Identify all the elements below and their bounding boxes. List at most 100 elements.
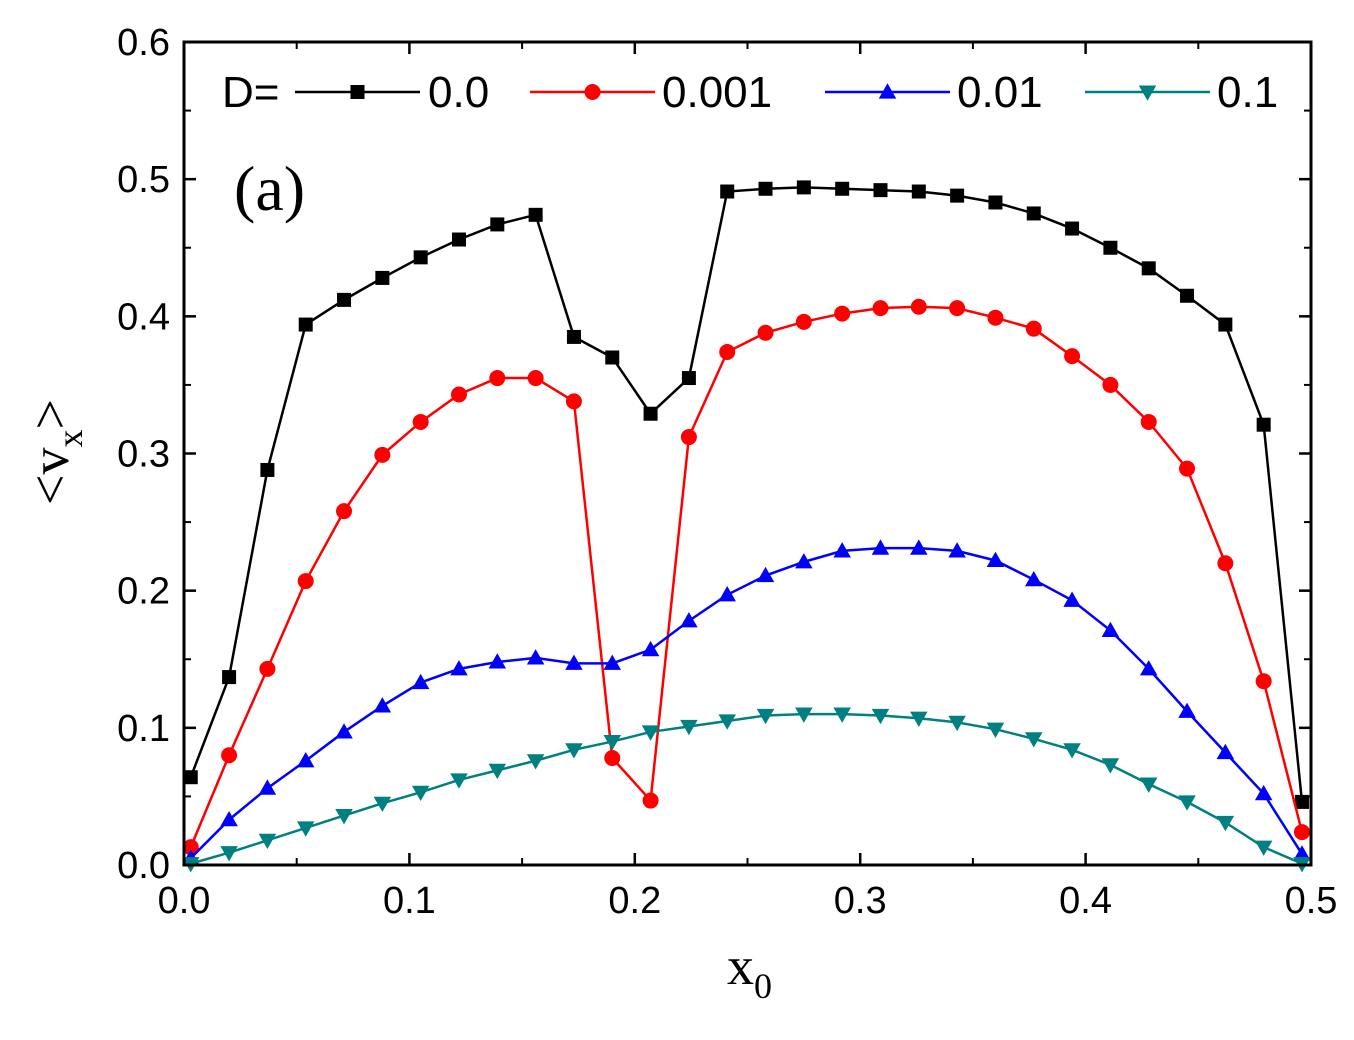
- y-tick-label: 0.2: [117, 571, 170, 613]
- data-point: [1103, 240, 1118, 255]
- x-axis-label-main: x: [727, 936, 754, 996]
- legend-marker: [1138, 85, 1157, 101]
- x-tick-label: 0.0: [158, 880, 211, 922]
- data-point: [910, 711, 928, 727]
- data-point: [1025, 320, 1042, 337]
- data-point: [297, 573, 314, 590]
- data-point: [605, 350, 620, 365]
- x-axis-label: x0: [727, 936, 772, 1006]
- data-point: [871, 708, 890, 725]
- data-point: [450, 660, 468, 676]
- data-point: [642, 792, 659, 809]
- data-point: [1180, 288, 1195, 303]
- data-point: [948, 715, 966, 732]
- data-point: [1293, 824, 1310, 841]
- legend-label: 0.001: [662, 68, 772, 117]
- data-point: [911, 184, 926, 199]
- data-point: [604, 750, 621, 767]
- y-tick-label: 0.1: [117, 708, 170, 750]
- data-point: [260, 462, 275, 477]
- legend-label: 0.0: [428, 68, 489, 117]
- data-point: [298, 317, 313, 332]
- data-point: [871, 539, 890, 555]
- data-point: [1026, 206, 1041, 221]
- data-point: [1216, 815, 1235, 832]
- data-point: [795, 553, 813, 569]
- data-point: [183, 770, 198, 785]
- series-1: [182, 298, 1310, 856]
- data-point: [488, 763, 507, 780]
- data-point: [719, 343, 736, 360]
- data-point: [565, 743, 583, 759]
- data-point: [221, 747, 238, 764]
- data-point: [259, 660, 276, 677]
- data-point: [910, 539, 928, 555]
- ticks-layer: 0.0 0.1 0.2 0.3 0.4 0.5 0.0 0.1 0.2 0.3 0.4 0.5 0.6: [117, 22, 1337, 922]
- data-point: [565, 654, 583, 670]
- legend-entry: 0.01: [825, 68, 1043, 117]
- data-point: [718, 714, 736, 730]
- data-point: [1179, 460, 1196, 477]
- data-point: [413, 250, 428, 265]
- plot-frame: [182, 40, 1313, 867]
- data-point: [988, 195, 1003, 210]
- data-point: [373, 697, 392, 713]
- data-point: [949, 300, 966, 317]
- data-point: [1139, 777, 1158, 793]
- data-point: [758, 181, 773, 196]
- data-point: [873, 183, 888, 198]
- series-2: [182, 539, 1311, 865]
- data-point: [872, 300, 889, 317]
- x-tick-label: 0.1: [383, 880, 436, 922]
- y-tick-label: 0.0: [117, 845, 170, 887]
- data-point: [565, 393, 582, 410]
- y-axis-label-close: >: [20, 399, 80, 429]
- data-point: [833, 542, 851, 558]
- data-point: [1101, 758, 1120, 774]
- data-point: [835, 181, 850, 196]
- data-point: [1255, 673, 1272, 690]
- data-point: [986, 551, 1005, 568]
- data-point: [488, 653, 507, 669]
- data-point: [757, 324, 774, 341]
- series-0: [183, 180, 1309, 809]
- x-axis-label-subscript: 0: [754, 966, 772, 1006]
- data-point: [374, 446, 391, 463]
- panel-label: (a): [234, 153, 305, 224]
- data-point: [948, 542, 966, 558]
- legend-entry: 0.001: [530, 68, 772, 117]
- data-point: [986, 722, 1005, 738]
- y-axis-label: <vx>: [20, 399, 90, 505]
- y-tick-label: 0.4: [117, 296, 170, 338]
- data-point: [1218, 317, 1233, 332]
- data-point: [1217, 555, 1234, 572]
- y-axis-label-subscript: x: [50, 430, 90, 448]
- data-point: [1140, 413, 1157, 430]
- x-tick-label: 0.2: [608, 880, 661, 922]
- data-point: [1102, 376, 1119, 393]
- legend-marker: [584, 84, 601, 100]
- data-point: [220, 846, 238, 862]
- data-point: [1141, 261, 1156, 276]
- data-point: [1065, 221, 1080, 236]
- data-point: [526, 754, 545, 770]
- data-point: [411, 673, 430, 690]
- x-tick-label: 0.3: [834, 880, 887, 922]
- legend-prefix: D=: [222, 68, 279, 117]
- data-point: [643, 406, 658, 421]
- legend: D= 0.0 0.001 0.01 0.1: [222, 68, 1278, 117]
- legend-marker: [878, 83, 897, 99]
- data-point: [1064, 348, 1081, 365]
- data-point: [490, 217, 505, 232]
- data-point: [1025, 570, 1043, 587]
- data-point: [450, 773, 468, 789]
- data-point: [834, 305, 851, 322]
- data-point: [680, 429, 697, 446]
- data-point: [833, 707, 851, 723]
- y-axis-label-open: <: [20, 475, 80, 505]
- data-point: [756, 566, 775, 583]
- x-tick-label: 0.4: [1059, 880, 1112, 922]
- data-point: [1025, 732, 1043, 748]
- y-tick-label: 0.5: [117, 159, 170, 201]
